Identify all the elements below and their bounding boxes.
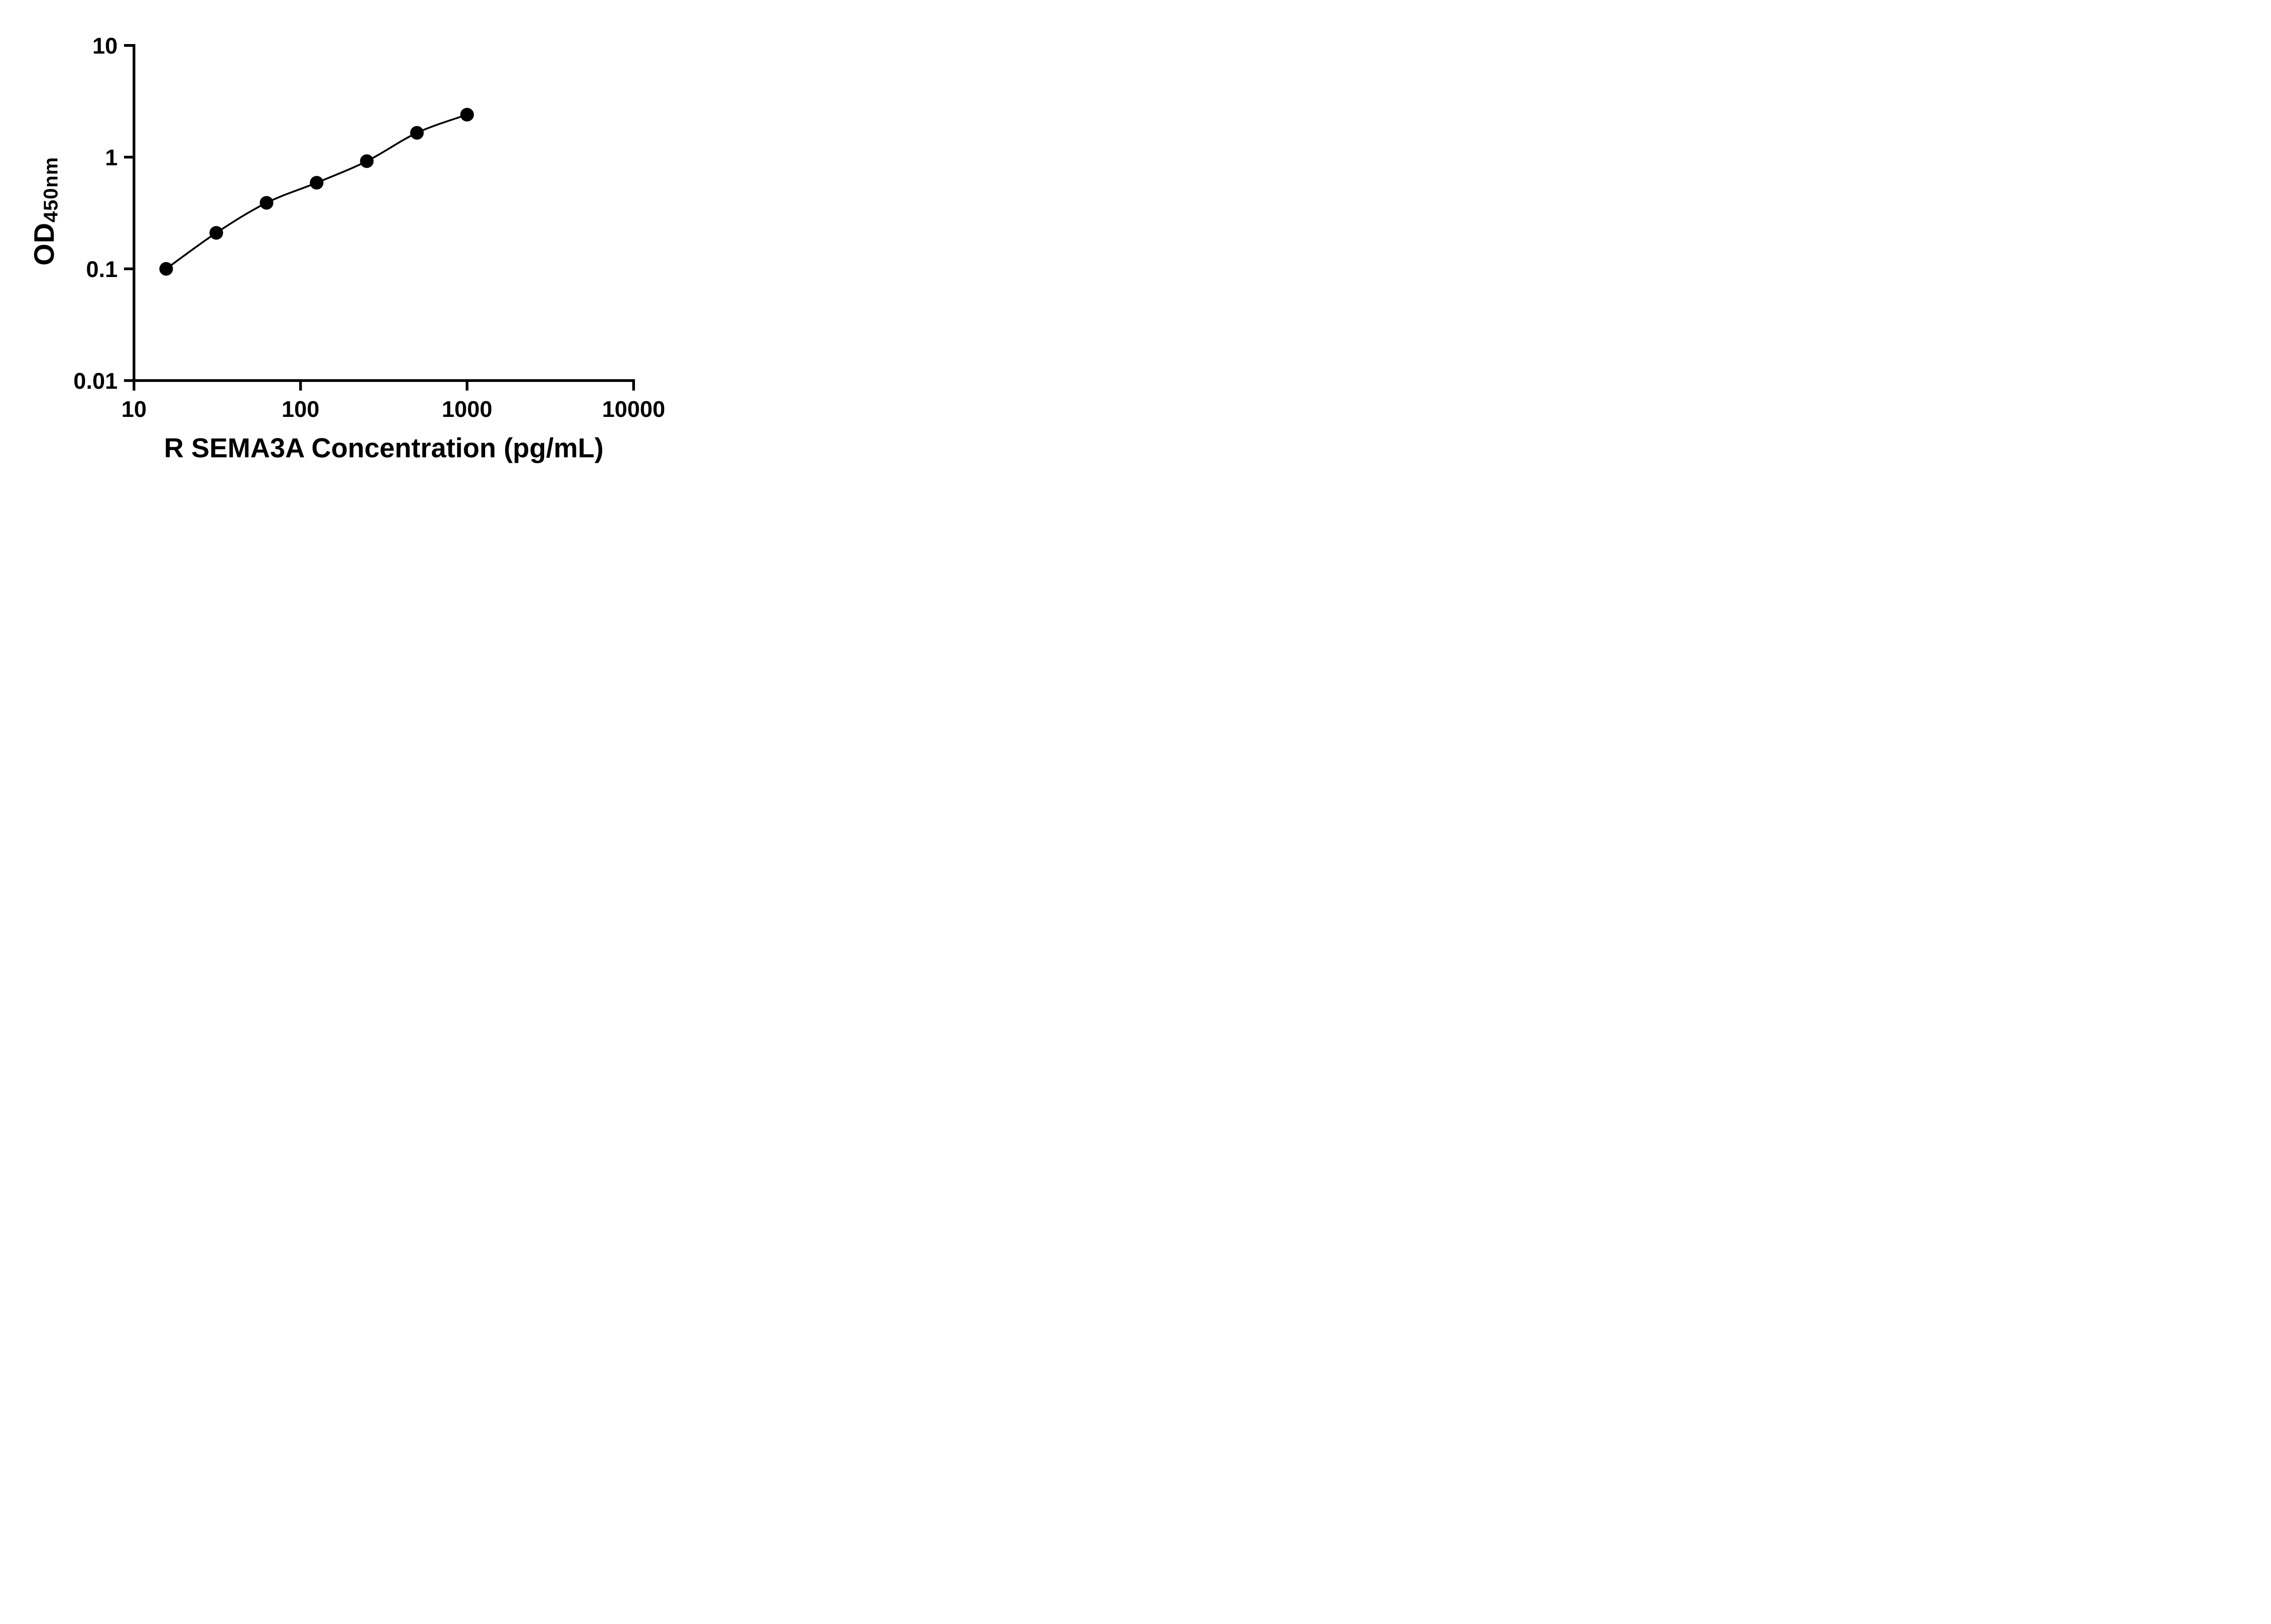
y-tick-label: 1 — [105, 145, 118, 170]
x-tick-label: 100 — [282, 396, 319, 422]
fit-curve — [165, 114, 467, 270]
data-point — [259, 196, 273, 210]
x-tick-label: 1000 — [442, 396, 492, 422]
data-point — [410, 126, 424, 140]
x-tick-label: 10000 — [602, 396, 665, 422]
axes — [133, 44, 635, 382]
x-axis-title: R SEMA3A Concentration (pg/mL) — [164, 433, 604, 463]
y-axis-title: OD450nm — [29, 157, 63, 265]
y-axis-title-subscript: 450nm — [40, 157, 62, 223]
y-tick-label: 0.1 — [86, 257, 118, 282]
figure: 0.01 0.1 1 10 10 100 1000 10000 OD450nm R SEMA3… — [0, 0, 700, 487]
data-point — [310, 176, 324, 190]
standard-curve-chart: 0.01 0.1 1 10 10 100 1000 10000 — [74, 33, 665, 422]
y-tick-label: 0.01 — [74, 368, 118, 394]
data-point — [460, 108, 474, 122]
data-point — [159, 262, 173, 276]
y-axis-title-main: OD — [29, 222, 60, 266]
x-tick-label: 10 — [121, 396, 147, 422]
data-point — [360, 154, 374, 168]
data-point — [209, 226, 223, 240]
y-tick-label: 10 — [92, 33, 118, 59]
